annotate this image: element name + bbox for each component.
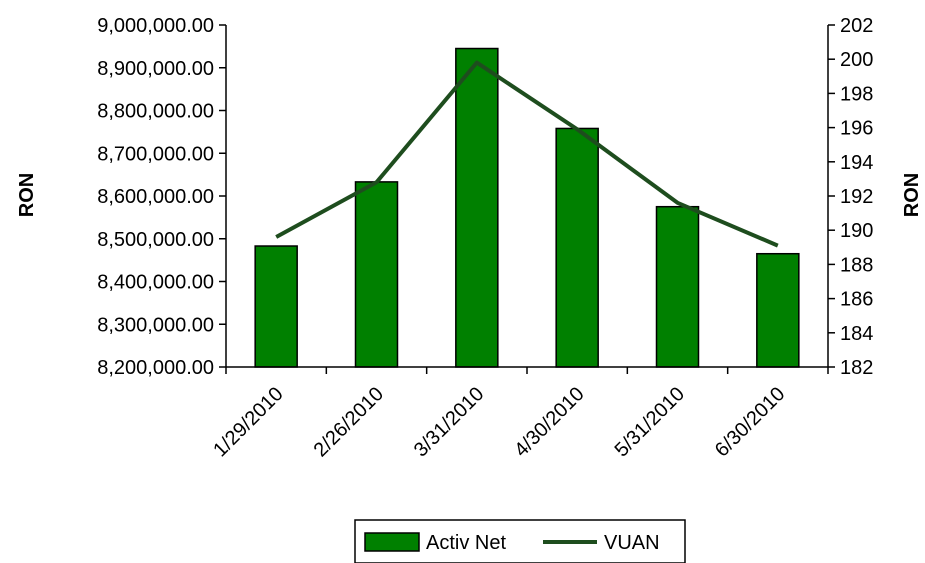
y-right-tick-label: 190 [840,220,873,242]
x-tick-label: 2/26/2010 [310,383,388,461]
legend-label-vuan: VUAN [604,532,660,554]
bar-activ-net-2 [455,47,499,368]
bar-activ-net-0 [254,245,298,368]
y-right-tick-label: 196 [840,118,873,140]
y-right-tick-label: 192 [840,186,873,208]
bar-activ-net-5 [756,252,800,368]
y-axis-right-title: RON [901,173,923,217]
x-tick-label: 4/30/2010 [510,383,588,461]
x-tick-label: 1/29/2010 [209,383,287,461]
legend-label-activ-net: Activ Net [426,532,506,554]
y-right-tick-label: 182 [840,357,873,379]
y-left-tick-label: 8,700,000.00 [97,143,214,165]
y-right-tick-label: 202 [840,15,873,37]
x-tick-label: 6/30/2010 [711,383,789,461]
y-right-tick-label: 188 [840,254,873,276]
legend-box [354,519,686,563]
line-layer [275,60,779,248]
y-right-tick-label: 198 [840,83,873,105]
y-left-tick-label: 8,400,000.00 [97,272,214,294]
y-left-tick-label: 8,200,000.00 [97,357,214,379]
y-axis-left-title: RON [16,173,38,217]
legend-swatch-activ-net [364,532,420,552]
x-tick-label: 5/31/2010 [611,383,689,461]
y-left-tick-label: 9,000,000.00 [97,15,214,37]
bars-layer [254,47,800,368]
legend: Activ Net VUAN [354,519,686,563]
x-tick-label: 3/31/2010 [410,383,488,461]
y-right-tick-label: 200 [840,49,873,71]
bar-activ-net-4 [655,205,700,368]
line-vuan [275,60,779,248]
bar-activ-net-3 [555,127,599,368]
y-left-tick-label: 8,800,000.00 [97,101,214,123]
y-left-tick-label: 8,300,000.00 [97,314,214,336]
y-right-tick-label: 184 [840,323,873,345]
y-left-tick-label: 8,500,000.00 [97,229,214,251]
y-left-tick-label: 8,600,000.00 [97,186,214,208]
y-right-tick-label: 194 [840,152,873,174]
y-left-tick-label: 8,900,000.00 [97,58,214,80]
bar-activ-net-1 [354,181,399,368]
y-right-tick-label: 186 [840,289,873,311]
